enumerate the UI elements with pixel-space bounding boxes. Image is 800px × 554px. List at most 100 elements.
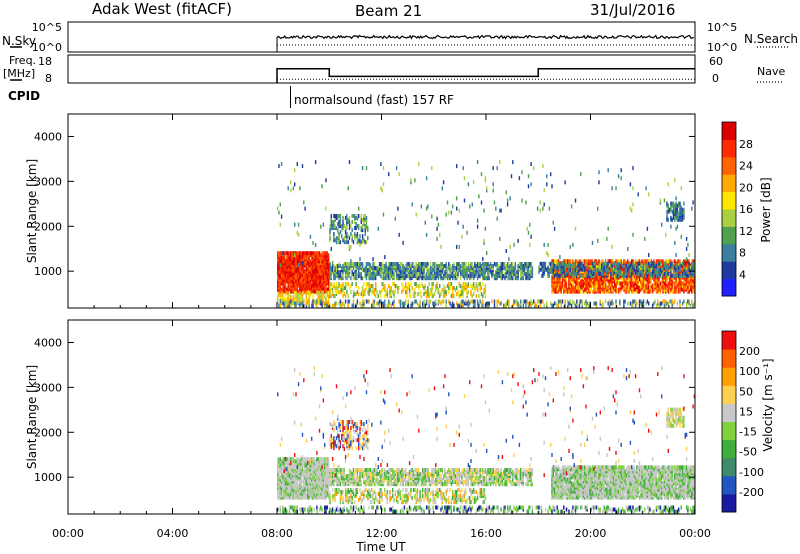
power-cell xyxy=(620,283,622,288)
power-cell xyxy=(483,276,485,281)
power-cell xyxy=(341,301,343,306)
power-cell xyxy=(418,262,420,266)
power-cell xyxy=(405,266,407,271)
power-cell xyxy=(466,301,468,306)
power-cell xyxy=(452,288,454,293)
power-cell xyxy=(356,290,359,295)
velocity-cell xyxy=(283,489,285,494)
power-cell xyxy=(321,263,323,268)
power-cell xyxy=(424,262,426,266)
power-cell xyxy=(678,215,680,220)
power-cell xyxy=(284,267,287,272)
power-cell xyxy=(681,213,684,218)
power-cell xyxy=(470,276,472,281)
power-cell xyxy=(559,269,561,274)
power-cell xyxy=(412,301,415,306)
power-colorbar-segment xyxy=(722,209,736,227)
power-cell xyxy=(576,283,578,288)
power-cell xyxy=(305,253,308,258)
power-cell xyxy=(415,276,417,281)
power-cell xyxy=(312,283,314,288)
power-cell xyxy=(568,267,570,272)
power-cell xyxy=(636,301,638,306)
power-cell xyxy=(342,264,344,268)
power-cell xyxy=(666,283,668,288)
power-cell xyxy=(297,222,300,227)
power-cell xyxy=(373,276,376,281)
velocity-cell xyxy=(277,469,279,474)
power-cell xyxy=(382,212,385,217)
power-cell xyxy=(389,294,391,299)
power-cell xyxy=(462,166,464,171)
power-cell xyxy=(433,276,436,281)
power-cell xyxy=(300,263,302,268)
power-cell xyxy=(304,253,306,258)
power-cell xyxy=(363,238,365,243)
power-cell xyxy=(471,202,473,207)
power-cell xyxy=(288,294,291,299)
power-cell xyxy=(572,289,574,294)
power-cell xyxy=(382,182,385,187)
power-cell xyxy=(499,270,501,275)
power-cell xyxy=(388,276,390,281)
power-cell xyxy=(482,268,484,273)
power-cell xyxy=(530,262,532,266)
power-cell xyxy=(356,234,359,239)
power-cell xyxy=(439,294,441,299)
power-cell xyxy=(693,261,696,266)
power-cell xyxy=(458,303,460,308)
power-cell xyxy=(351,270,353,275)
power-cell xyxy=(573,301,575,306)
power-cell xyxy=(418,303,420,308)
power-cell xyxy=(427,262,429,266)
power-cell xyxy=(598,170,600,175)
power-cell xyxy=(680,205,682,210)
power-cell xyxy=(665,303,667,308)
power-cell xyxy=(623,267,625,272)
power-cell xyxy=(422,301,424,306)
power-cell xyxy=(648,267,650,272)
power-cell xyxy=(296,273,298,278)
frequency-series xyxy=(276,67,695,83)
power-cell xyxy=(415,299,417,304)
power-cell xyxy=(294,168,296,173)
power-cell xyxy=(683,279,685,284)
velocity-cell xyxy=(277,489,279,494)
power-cell xyxy=(456,266,458,271)
power-cell xyxy=(458,244,460,249)
power-cell xyxy=(559,261,561,266)
power-cell xyxy=(427,204,429,209)
velocity-cell xyxy=(278,495,280,500)
power-cell xyxy=(546,174,548,179)
power-cell xyxy=(581,303,583,308)
power-cell xyxy=(553,263,556,268)
power-cell xyxy=(493,276,496,281)
power-cell xyxy=(627,259,629,264)
power-cell xyxy=(301,273,304,278)
power-cell xyxy=(329,266,331,271)
power-cell xyxy=(334,276,336,281)
power-cell xyxy=(582,273,585,278)
power-ylabel: Slant Range [km] xyxy=(25,159,39,263)
power-cell xyxy=(593,301,595,306)
power-cell xyxy=(433,303,436,308)
power-cell xyxy=(292,251,295,256)
power-cell xyxy=(290,253,292,258)
power-cell xyxy=(346,268,348,273)
power-cell xyxy=(356,262,359,266)
power-cell xyxy=(662,259,664,264)
power-cell xyxy=(341,224,343,229)
power-cell xyxy=(680,186,682,191)
velocity-cell xyxy=(287,457,289,462)
noise-left-tick-bottom: 10^0 xyxy=(32,41,62,54)
power-cell xyxy=(307,251,309,256)
power-cell xyxy=(638,259,641,264)
power-cell xyxy=(280,287,283,292)
power-cell xyxy=(382,166,385,171)
power-cell xyxy=(325,263,327,268)
power-cell xyxy=(480,266,483,271)
power-cell xyxy=(570,277,573,282)
power-cell xyxy=(648,301,650,306)
power-cell xyxy=(466,272,468,277)
power-cell xyxy=(662,273,664,278)
